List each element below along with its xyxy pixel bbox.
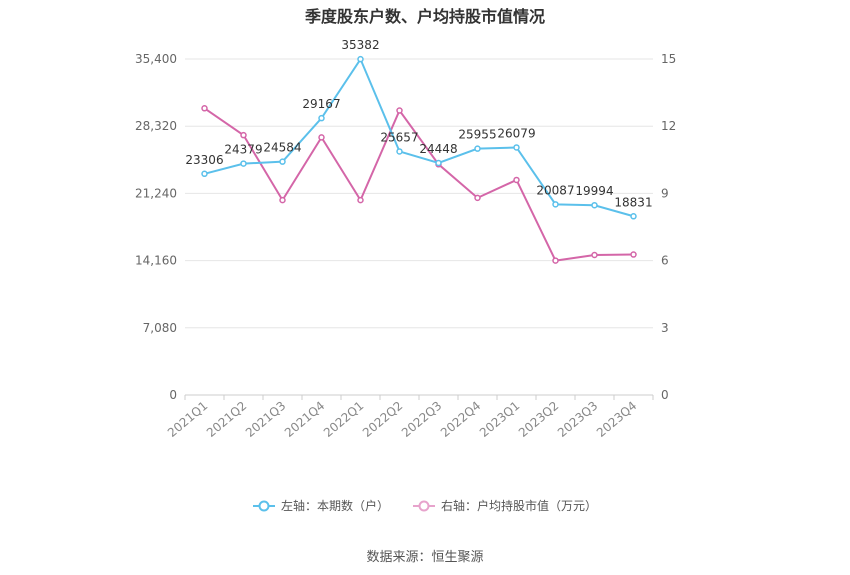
left-tick-label: 21,240 [135,186,177,200]
data-label: 35382 [341,38,379,52]
legend-item-avg-market-value[interactable]: 右轴：户均持股市值（万元） [413,497,597,514]
right-tick-label: 6 [661,254,669,268]
series-line [203,107,634,262]
data-point [474,145,481,152]
data-point [318,134,325,141]
x-tick-label: 2021Q3 [243,399,288,440]
data-point [201,170,208,178]
x-tick-label: 2021Q2 [204,399,249,440]
data-point [474,194,481,202]
data-point [201,105,208,112]
x-tick-label: 2022Q2 [360,399,405,440]
x-tick-label: 2021Q1 [165,399,210,440]
data-point [318,114,325,122]
x-tick-label: 2021Q4 [282,399,327,440]
data-label: 25955 [458,128,496,142]
data-point [435,159,442,167]
data-point [240,160,247,167]
left-tick-label: 14,160 [135,254,177,268]
data-point [630,213,637,220]
series [201,55,637,264]
data-point [552,257,559,264]
right-tick-label: 12 [661,119,676,133]
data-source: 数据来源：恒生聚源 [366,550,484,565]
left-y-axis: 0 7,080 14,160 21,240 28,320 35,400 [135,52,177,402]
data-point [279,158,286,165]
x-tick-label: 2023Q3 [555,399,600,440]
data-point [513,144,520,151]
data-point [279,196,286,204]
data-label: 24448 [419,142,457,156]
x-tick-label: 2022Q1 [321,399,366,440]
data-point [357,55,364,63]
data-label: 25657 [380,130,418,144]
left-tick-label: 28,320 [135,119,177,133]
grid [185,58,653,396]
data-label: 23306 [185,153,223,167]
data-point [552,201,559,208]
series-line [204,57,634,218]
right-tick-label: 3 [661,321,669,335]
x-tick-label: 2022Q4 [438,399,483,440]
x-axis: 2021Q12021Q22021Q32021Q42022Q12022Q22022… [165,395,654,440]
data-point [396,148,403,155]
right-y-axis: 0 3 6 9 12 15 [661,52,676,402]
data-point [396,107,403,114]
legend-line-marker-icon [413,500,435,511]
data-label: 29167 [302,97,340,111]
legend-line-marker-icon [252,500,275,511]
left-tick-label: 0 [169,388,177,402]
left-tick-label: 35,400 [135,52,177,66]
right-tick-label: 15 [661,52,676,66]
x-tick-label: 2023Q4 [594,399,639,440]
data-label: 20087 [536,183,574,197]
x-tick-label: 2023Q1 [477,399,522,440]
data-label: 26079 [497,126,535,140]
x-tick-label: 2023Q2 [516,399,561,440]
data-label: 24584 [263,141,301,155]
legend-item-households[interactable]: 左轴：本期数（户） [252,497,389,514]
data-point [240,131,247,139]
legend-label-households: 左轴：本期数（户） [280,499,389,513]
x-tick-label: 2022Q3 [399,399,444,440]
legend-label-avg-market-value: 右轴：户均持股市值（万元） [441,499,598,513]
right-tick-label: 0 [661,388,669,402]
chart-title: 季度股东户数、户均持股市值情况 [304,7,545,26]
data-label: 19994 [575,184,613,198]
data-label: 18831 [614,195,652,209]
data-point [630,251,637,258]
data-label: 24379 [224,143,262,157]
legend: 左轴：本期数（户） 右轴：户均持股市值（万元） [0,497,850,514]
right-tick-label: 9 [661,186,669,200]
data-point [513,176,520,184]
left-tick-label: 7,080 [143,321,177,335]
data-point [591,251,598,259]
data-point [357,196,364,204]
data-point [591,201,598,209]
